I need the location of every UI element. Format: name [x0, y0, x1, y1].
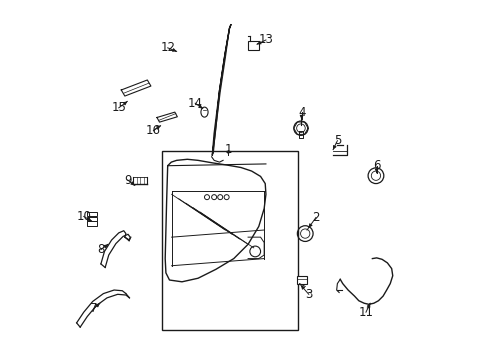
Bar	[247, 41, 258, 50]
Bar	[162, 152, 298, 330]
Text: 15: 15	[111, 102, 126, 114]
Text: 14: 14	[187, 97, 203, 110]
Bar	[297, 276, 307, 284]
Polygon shape	[121, 80, 151, 96]
Text: 9: 9	[123, 174, 131, 186]
Text: 11: 11	[358, 306, 373, 319]
Text: 8: 8	[97, 243, 104, 256]
Text: 4: 4	[297, 105, 305, 119]
Text: 16: 16	[145, 124, 161, 137]
Text: 2: 2	[311, 211, 319, 224]
Text: 1: 1	[224, 143, 232, 156]
Text: 13: 13	[258, 33, 273, 46]
Text: 7: 7	[90, 302, 97, 315]
Text: 3: 3	[305, 288, 312, 301]
Ellipse shape	[201, 107, 207, 117]
Text: 12: 12	[160, 41, 175, 54]
Polygon shape	[157, 112, 177, 122]
Text: 10: 10	[76, 210, 91, 223]
Text: 6: 6	[372, 159, 380, 172]
Bar	[86, 221, 97, 226]
Bar	[86, 217, 97, 221]
Bar	[86, 212, 97, 216]
Text: 5: 5	[333, 134, 340, 147]
